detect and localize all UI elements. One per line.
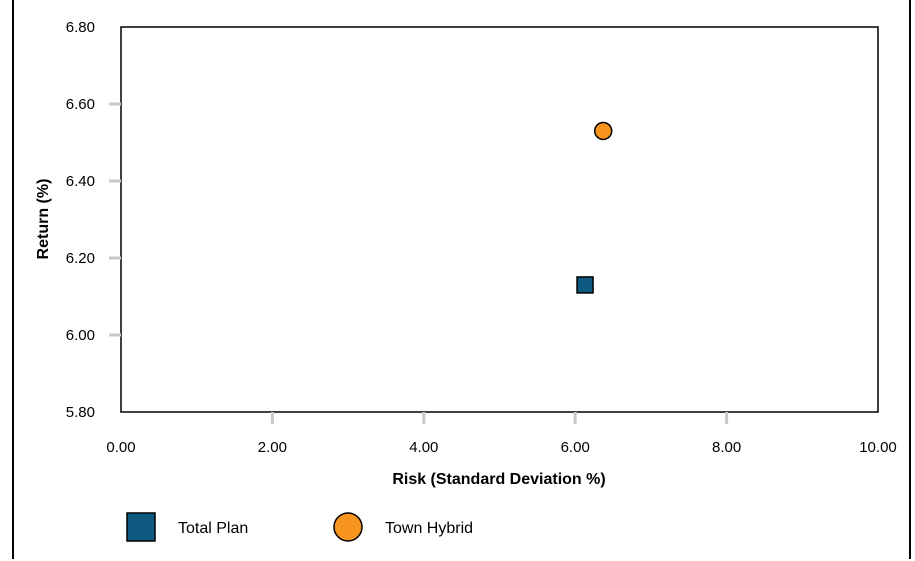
x-tick-label: 4.00 xyxy=(409,439,438,456)
legend-label-town-hybrid: Town Hybrid xyxy=(385,520,473,537)
x-axis-title: Risk (Standard Deviation %) xyxy=(392,471,605,488)
data-points xyxy=(576,121,613,294)
y-tick-label: 6.20 xyxy=(66,250,95,267)
x-tick-label: 0.00 xyxy=(106,439,135,456)
x-axis-ticks: 0.00 2.00 4.00 6.00 8.00 10.00 xyxy=(106,412,897,456)
y-tick-label: 6.00 xyxy=(66,327,95,344)
y-tick-label: 6.80 xyxy=(66,19,95,36)
legend-swatch-total-plan xyxy=(126,512,156,542)
chart-frame xyxy=(12,0,911,559)
x-tick-label: 10.00 xyxy=(859,439,897,456)
y-axis-ticks: 5.80 6.00 6.20 6.40 6.60 6.80 xyxy=(66,19,121,421)
y-axis-title: Return (%) xyxy=(35,179,52,260)
plot-area xyxy=(120,26,879,413)
x-tick-label: 8.00 xyxy=(712,439,741,456)
point-town-hybrid xyxy=(593,121,613,141)
y-tick-label: 6.60 xyxy=(66,96,95,113)
x-tick-label: 2.00 xyxy=(258,439,287,456)
legend-label-total-plan: Total Plan xyxy=(178,520,248,537)
x-tick-label: 6.00 xyxy=(561,439,590,456)
y-tick-label: 6.40 xyxy=(66,173,95,190)
legend-swatch-town-hybrid xyxy=(333,512,363,542)
point-total-plan xyxy=(576,276,594,294)
legend: Total Plan Town Hybrid xyxy=(126,512,473,542)
y-tick-label: 5.80 xyxy=(66,404,95,421)
